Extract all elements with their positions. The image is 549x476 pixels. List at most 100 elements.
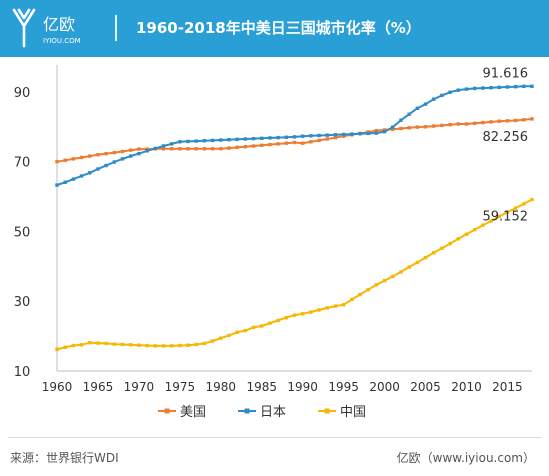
data-point <box>374 131 379 135</box>
data-point <box>366 131 370 136</box>
data-point <box>464 232 469 236</box>
data-point <box>153 146 157 151</box>
data-point <box>489 120 493 124</box>
data-point <box>284 315 289 320</box>
x-tick-label: 1985 <box>246 380 277 394</box>
data-point <box>104 341 108 346</box>
data-point <box>505 210 510 214</box>
data-point <box>63 345 67 349</box>
x-tick-label: 1980 <box>206 380 237 394</box>
data-point <box>341 132 346 137</box>
data-point <box>522 84 526 89</box>
data-point <box>235 137 239 142</box>
data-point <box>489 219 493 223</box>
data-point <box>243 144 248 149</box>
data-point <box>374 283 379 287</box>
data-point <box>243 328 248 333</box>
legend-label: 中国 <box>340 405 366 420</box>
footer: 来源：世界银行WDI 亿欧（www.iyiou.com） <box>0 437 549 476</box>
data-point <box>186 343 190 347</box>
data-point <box>456 88 460 92</box>
data-point <box>120 149 125 154</box>
data-point <box>268 142 272 147</box>
data-point <box>407 265 411 269</box>
data-point <box>260 136 264 140</box>
logo-divider <box>115 15 117 41</box>
data-point <box>448 122 452 127</box>
data-point <box>243 137 248 141</box>
data-point <box>178 343 182 348</box>
data-point <box>464 122 469 126</box>
data-point <box>497 85 501 90</box>
x-tick-label: 2000 <box>369 380 400 394</box>
credit-note: 亿欧（www.iyiou.com） <box>396 451 535 465</box>
data-point <box>161 344 166 348</box>
data-point <box>382 129 387 134</box>
end-value-label: 91.616 <box>483 66 529 81</box>
data-point <box>464 87 469 91</box>
y-tick-label: 50 <box>14 225 31 240</box>
data-point <box>382 278 387 283</box>
data-point <box>448 90 452 94</box>
data-point <box>178 140 182 144</box>
data-point <box>530 84 534 88</box>
data-point <box>284 135 289 139</box>
data-point <box>341 134 346 138</box>
data-point <box>79 174 84 178</box>
data-point <box>219 147 223 151</box>
data-point <box>333 135 338 140</box>
data-point <box>210 147 215 151</box>
data-point <box>415 260 420 265</box>
data-point <box>407 112 411 116</box>
page-title: 1960-2018年中美日三国城市化率（%） <box>136 19 421 37</box>
data-point <box>129 343 133 347</box>
x-tick-label: 1975 <box>165 380 196 394</box>
data-point <box>178 147 182 151</box>
legend-marker <box>244 408 250 414</box>
data-point <box>391 127 395 131</box>
end-value-label: 59.152 <box>483 210 529 225</box>
data-point <box>317 133 321 138</box>
data-point <box>55 159 59 164</box>
data-point <box>513 84 518 89</box>
data-point <box>120 342 125 347</box>
data-point <box>104 163 108 168</box>
logo-brand-cn: 亿欧 <box>43 15 75 34</box>
data-point <box>432 97 436 101</box>
data-point <box>251 325 256 330</box>
data-point <box>292 135 297 139</box>
data-point <box>120 157 125 161</box>
data-point <box>202 341 207 346</box>
data-point <box>71 343 76 348</box>
data-point <box>423 125 428 129</box>
data-point <box>522 118 526 122</box>
data-point <box>235 145 239 150</box>
data-point <box>481 223 485 227</box>
data-point <box>325 133 329 137</box>
data-point <box>497 119 501 123</box>
data-point <box>129 154 133 158</box>
x-tick-label: 1970 <box>124 380 155 394</box>
data-point <box>169 344 174 348</box>
data-point <box>432 124 436 128</box>
data-point <box>145 149 149 153</box>
logo-brand-url: IYIOU.COM <box>43 37 81 45</box>
data-point <box>88 171 92 175</box>
data-point <box>129 148 133 152</box>
data-point <box>325 306 329 310</box>
data-point <box>79 343 84 347</box>
data-point <box>292 140 297 145</box>
data-point <box>260 324 264 328</box>
data-point <box>522 202 526 206</box>
data-point <box>137 343 141 347</box>
data-point <box>317 138 321 143</box>
data-point <box>219 138 223 142</box>
data-point <box>194 139 198 143</box>
data-point <box>530 117 534 121</box>
data-point <box>194 342 198 347</box>
data-point <box>497 214 501 219</box>
data-point <box>366 288 370 292</box>
data-point <box>88 154 92 158</box>
data-point <box>169 142 174 146</box>
data-point <box>169 147 174 151</box>
